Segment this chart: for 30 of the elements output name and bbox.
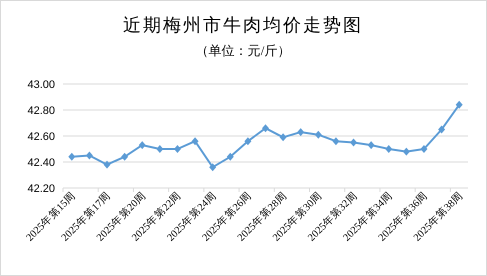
point [244,137,252,146]
point [385,145,392,153]
point [368,141,375,150]
point [332,137,340,146]
point [121,152,128,161]
point [262,124,269,132]
point [314,130,322,139]
point [456,100,463,109]
chart-title: 近期梅州市牛肉均价走势图 [123,15,363,35]
y-tick-label: 42.80 [27,105,55,117]
point [438,126,446,134]
point [156,145,164,153]
point [138,141,146,150]
point [192,137,199,146]
point [402,148,410,156]
point [174,145,181,153]
y-tick-label: 42.60 [27,131,55,143]
point [209,163,216,172]
point [68,152,76,161]
y-tick-label: 42.40 [27,157,55,169]
point [280,133,287,142]
point [86,152,93,160]
point [420,145,428,153]
point [297,128,304,136]
point [226,152,234,161]
chart-subtitle: （单位：元/斤） [196,43,290,58]
point [104,160,111,169]
y-tick-label: 42.20 [27,183,55,195]
point [350,138,358,146]
y-tick-label: 43.00 [27,79,55,91]
